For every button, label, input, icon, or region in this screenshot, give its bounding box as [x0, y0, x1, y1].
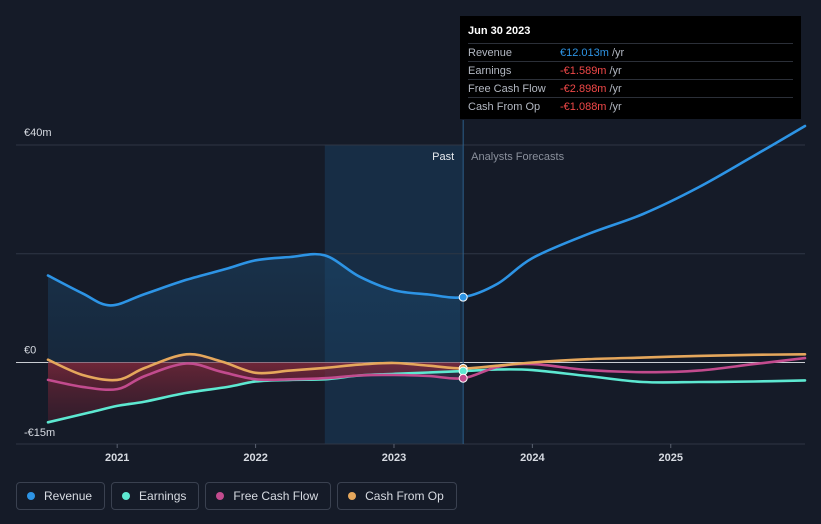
tooltip-label: Revenue — [468, 46, 513, 59]
tooltip: Jun 30 2023 Revenue €12.013m /yr Earning… — [460, 16, 801, 119]
cash-from-op-dot-icon — [348, 492, 357, 500]
free-cash-flow-dot-icon — [216, 492, 225, 500]
x-tick-label: 2025 — [659, 452, 683, 464]
earnings-dot-icon — [122, 492, 131, 500]
tooltip-label: Free Cash Flow — [468, 82, 546, 95]
line-cash-from-op — [46, 352, 807, 382]
point-revenue — [458, 292, 468, 302]
x-tick-label: 2021 — [105, 452, 129, 464]
tooltip-row-free-cash-flow: Free Cash Flow -€2.898m /yr — [468, 79, 793, 97]
y-tick-label: -€15m — [24, 427, 55, 439]
tooltip-unit: /yr — [609, 64, 622, 77]
tooltip-row-earnings: Earnings -€1.589m /yr — [468, 61, 793, 79]
area-earnings — [48, 362, 460, 423]
tooltip-unit: /yr — [611, 46, 625, 59]
forecast-label: Analysts Forecasts — [471, 151, 564, 163]
tooltip-row-revenue: Revenue €12.013m /yr — [468, 43, 793, 61]
tooltip-unit: /yr — [609, 82, 622, 95]
tooltip-value: -€2.898m — [560, 82, 607, 95]
point-free-cash-flow — [458, 373, 468, 383]
legend: Revenue Earnings Free Cash Flow Cash Fro… — [16, 482, 457, 510]
past-label: Past — [432, 151, 454, 163]
legend-label: Earnings — [139, 489, 187, 503]
area-cash-from-op — [48, 354, 460, 381]
legend-item-free-cash-flow[interactable]: Free Cash Flow — [205, 482, 332, 510]
x-tick-label: 2024 — [520, 452, 545, 464]
y-tick-label: €40m — [24, 127, 52, 139]
legend-item-cash-from-op[interactable]: Cash From Op — [337, 482, 457, 510]
area-free-cash-flow — [48, 362, 460, 390]
tooltip-value: €12.013m — [560, 46, 609, 59]
tooltip-value: -€1.088m — [560, 100, 607, 113]
legend-item-revenue[interactable]: Revenue — [16, 482, 106, 510]
line-free-cash-flow — [46, 356, 807, 392]
legend-label: Revenue — [44, 489, 93, 503]
legend-item-earnings[interactable]: Earnings — [111, 482, 200, 510]
area-revenue — [48, 254, 460, 363]
legend-label: Free Cash Flow — [233, 489, 319, 503]
x-tick-label: 2022 — [243, 452, 267, 464]
tooltip-label: Cash From Op — [468, 100, 541, 113]
tooltip-unit: /yr — [609, 100, 622, 113]
tooltip-date: Jun 30 2023 — [468, 25, 531, 37]
legend-label: Cash From Op — [365, 489, 444, 503]
y-tick-label: €0 — [24, 344, 36, 356]
revenue-dot-icon — [27, 492, 35, 500]
tooltip-value: -€1.589m — [560, 64, 607, 77]
line-revenue — [46, 124, 807, 307]
tooltip-label: Earnings — [468, 64, 512, 77]
tooltip-row-cash-from-op: Cash From Op -€1.088m /yr — [468, 97, 793, 115]
x-tick-label: 2023 — [382, 452, 406, 464]
